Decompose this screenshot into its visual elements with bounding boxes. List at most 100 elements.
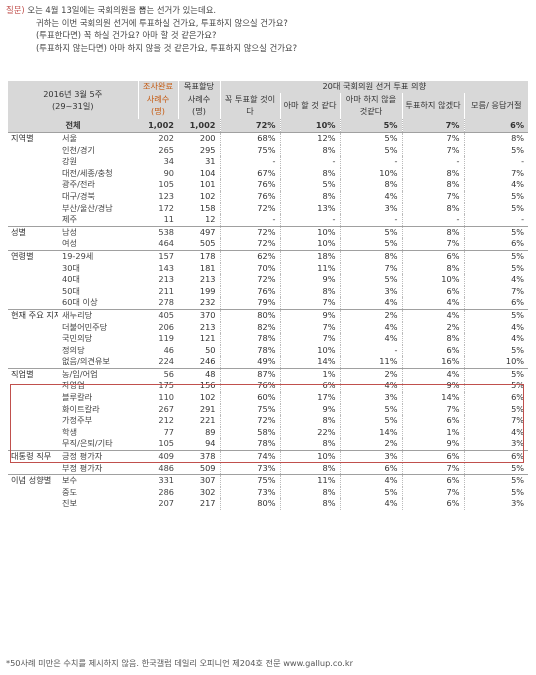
- target-value: 158: [199, 202, 216, 213]
- row-label: 대전/세종/충청: [62, 167, 113, 178]
- percent-value: 78%: [219, 344, 280, 357]
- period-header: 2016년 3월 5주 (29~31일): [8, 81, 138, 119]
- sample-done-value: 110: [158, 392, 174, 403]
- table-row: 국민의당 119 121 78% 7% 4% 8% 4%: [8, 333, 529, 345]
- percent-value: -: [339, 214, 402, 227]
- period-range: (29~31일): [51, 101, 94, 111]
- sample-done-value: 105: [158, 438, 174, 449]
- sample-done-value: 207: [158, 498, 174, 509]
- group-label: 지역별: [8, 132, 58, 227]
- percent-value: 5%: [279, 179, 340, 191]
- percent-value: 80%: [219, 308, 280, 322]
- group-label: 대통령 직무: [8, 450, 58, 475]
- percent-value: 5%: [339, 144, 402, 157]
- percent-value: 9%: [401, 438, 464, 451]
- table-row: 블루칼라 110 102 60% 17% 3% 14% 6%: [8, 392, 529, 404]
- row-label: 여성: [62, 238, 78, 249]
- percent-value: 3%: [339, 285, 402, 298]
- percent-value: 7%: [463, 285, 529, 298]
- percent-value: 7%: [463, 167, 529, 180]
- table-row: 지역별 서울 202 200 68% 12% 5% 7% 8%: [8, 131, 529, 227]
- percent-value: 4%: [463, 274, 529, 286]
- table-row: 직업별 농/임/어업 56 48 87% 1% 2% 4% 5%: [8, 367, 529, 451]
- row-label: 학생: [62, 426, 78, 437]
- percent-value: 4%: [339, 333, 402, 345]
- sample-done-value: 538: [138, 225, 178, 239]
- percent-value: 5%: [339, 486, 402, 499]
- percent-value: 76%: [219, 285, 280, 298]
- percent-value: 6%: [401, 415, 464, 427]
- percent-value: 7%: [401, 131, 464, 145]
- percent-value: 2%: [339, 308, 402, 322]
- sample-done-value: 202: [138, 131, 178, 145]
- footnote: *50사례 미만은 수치를 제시하지 않음. 한국갤럽 데일리 오피니언 제20…: [6, 658, 353, 668]
- percent-value: 5%: [463, 262, 529, 275]
- table-row: 학생 77 89 58% 22% 14% 1% 4%: [8, 426, 529, 439]
- target-value: 156: [199, 380, 216, 391]
- percent-value: -: [401, 214, 464, 227]
- row-label: 보수: [58, 474, 138, 487]
- row-label: 가정주부: [62, 415, 93, 426]
- row-label: 더불어민주당: [62, 321, 108, 332]
- total-n1: 1,002: [138, 119, 178, 133]
- percent-value: 4%: [339, 321, 402, 334]
- target-value: 121: [199, 333, 216, 344]
- percent-value: 6%: [463, 297, 529, 310]
- percent-value: 9%: [279, 308, 340, 322]
- table-row: 현재 주요 지지 정당별새누리당40537080%9%2%4%5%: [8, 308, 529, 369]
- target-value: 232: [199, 297, 216, 308]
- percent-value: 5%: [463, 249, 529, 263]
- percent-value: 8%: [279, 498, 340, 510]
- percent-value: 87%: [219, 367, 280, 381]
- sample-done-value: 119: [158, 333, 174, 344]
- percent-value: 75%: [219, 403, 280, 416]
- target-sub: 사례수: [187, 94, 211, 105]
- percent-value: -: [219, 214, 280, 227]
- percent-value: 5%: [339, 225, 402, 239]
- percent-value: 4%: [463, 179, 529, 191]
- percent-value: 73%: [219, 486, 280, 499]
- percent-value: 3%: [339, 392, 402, 404]
- total-v1: 10%: [279, 119, 340, 133]
- percent-value: -: [279, 214, 340, 227]
- row-label: 없음/의견유보: [62, 356, 110, 367]
- row-label: 19-29세: [58, 249, 138, 263]
- percent-value: 76%: [219, 179, 280, 191]
- percent-value: 7%: [279, 297, 340, 310]
- row-label: 진보: [62, 498, 78, 509]
- sample-done-value: 34: [163, 156, 174, 167]
- sample-done-value: 486: [158, 462, 174, 473]
- percent-value: -: [339, 156, 402, 168]
- percent-value: 10%: [279, 225, 340, 239]
- percent-value: 6%: [401, 249, 464, 263]
- percent-value: 6%: [463, 392, 529, 404]
- percent-value: 6%: [401, 344, 464, 357]
- target-value: 200: [178, 131, 220, 145]
- percent-value: 5%: [339, 274, 402, 286]
- percent-value: 3%: [339, 450, 402, 463]
- total-label: 전체: [8, 119, 138, 133]
- percent-value: 75%: [219, 144, 280, 157]
- row-label: 화이트칼라: [62, 403, 100, 414]
- target-value: 221: [199, 415, 216, 426]
- percent-value: 10%: [279, 344, 340, 357]
- percent-value: 5%: [339, 403, 402, 416]
- sample-done-sub: 사례수: [146, 94, 170, 105]
- percent-value: 9%: [279, 403, 340, 416]
- percent-value: 78%: [219, 438, 280, 451]
- percent-value: 5%: [463, 344, 529, 357]
- row-label: 새누리당: [58, 308, 138, 322]
- percent-value: 13%: [279, 202, 340, 215]
- table-row: 대통령 직무 긍정 평가자 409 378 74% 10% 3% 6% 6%: [8, 450, 529, 475]
- percent-value: 7%: [401, 190, 464, 203]
- target-unit: (명): [192, 106, 206, 116]
- percent-value: 8%: [339, 179, 402, 191]
- row-label: 서울: [58, 131, 138, 145]
- row-label: 국민의당: [62, 333, 93, 344]
- sample-done-value: 211: [158, 285, 174, 296]
- row-label: 인천/경기: [62, 144, 95, 155]
- sample-done-value: 409: [138, 450, 178, 463]
- percent-value: -: [339, 344, 402, 357]
- percent-value: 76%: [219, 380, 280, 393]
- row-label: 60대 이상: [62, 297, 98, 308]
